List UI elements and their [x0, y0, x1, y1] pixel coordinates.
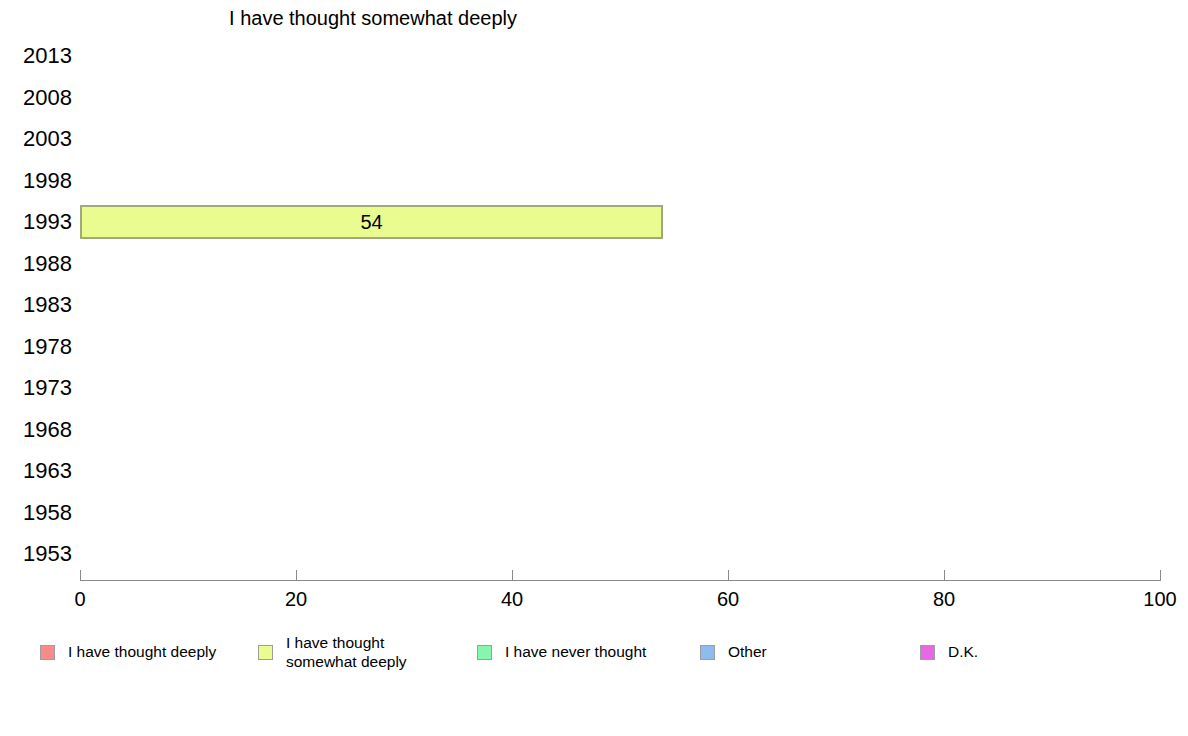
category-label-2008: 2008	[0, 87, 72, 109]
category-label-1953: 1953	[0, 543, 72, 565]
category-label-1958: 1958	[0, 502, 72, 524]
legend-swatch-icon	[920, 645, 935, 660]
legend-item: Other	[700, 626, 767, 678]
x-tick-label-0: 0	[74, 588, 85, 611]
legend-item: D.K.	[920, 626, 978, 678]
bar-1993: 54	[80, 205, 663, 239]
legend-label: Other	[728, 642, 767, 661]
x-tick-0	[80, 570, 81, 580]
x-tick-label-80: 80	[933, 588, 955, 611]
chart-title: I have thought somewhat deeply	[229, 7, 517, 30]
x-tick-100	[1160, 570, 1161, 580]
legend-item: I have thought deeply	[40, 626, 216, 678]
category-label-2013: 2013	[0, 45, 72, 67]
legend-item: I have never thought	[477, 626, 646, 678]
legend-swatch-icon	[700, 645, 715, 660]
legend-swatch-icon	[40, 645, 55, 660]
legend-swatch-icon	[258, 645, 273, 660]
bar-chart: I have thought somewhat deeply 2013 2008 2…	[0, 0, 1188, 736]
legend-swatch-icon	[477, 645, 492, 660]
legend-label: I have never thought	[505, 642, 646, 661]
category-label-1978: 1978	[0, 336, 72, 358]
legend-label: I have thought deeply	[68, 642, 216, 661]
plot-area: 54	[80, 35, 1160, 580]
x-tick-label-20: 20	[285, 588, 307, 611]
x-tick-80	[944, 570, 945, 580]
category-label-1988: 1988	[0, 253, 72, 275]
legend-label: D.K.	[948, 642, 978, 661]
x-tick-40	[512, 570, 513, 580]
category-label-1993: 1993	[0, 211, 72, 233]
x-tick-label-100: 100	[1143, 588, 1176, 611]
category-label-1973: 1973	[0, 377, 72, 399]
legend-label: I have thought somewhat deeply	[286, 633, 436, 672]
x-axis-line	[80, 580, 1161, 581]
legend: I have thought deeply I have thought some…	[0, 626, 1188, 678]
category-label-2003: 2003	[0, 128, 72, 150]
legend-item: I have thought somewhat deeply	[258, 626, 436, 678]
x-tick-label-60: 60	[717, 588, 739, 611]
x-tick-60	[728, 570, 729, 580]
category-label-1968: 1968	[0, 419, 72, 441]
category-label-1983: 1983	[0, 294, 72, 316]
category-label-1998: 1998	[0, 170, 72, 192]
x-tick-label-40: 40	[501, 588, 523, 611]
category-label-1963: 1963	[0, 460, 72, 482]
x-tick-20	[296, 570, 297, 580]
bar-value-label: 54	[360, 211, 382, 234]
